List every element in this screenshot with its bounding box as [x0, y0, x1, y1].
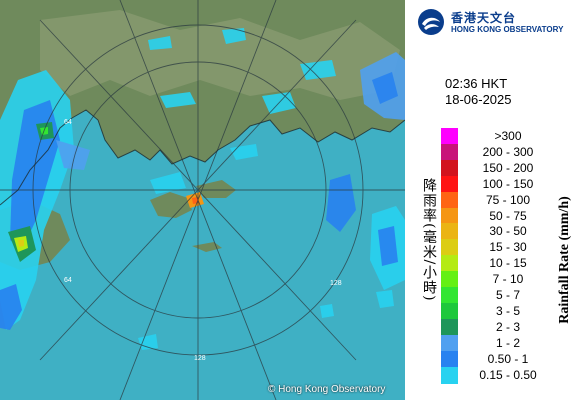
legend-swatch — [441, 271, 458, 289]
legend-label: >300 — [494, 129, 522, 143]
rain-echoes — [0, 28, 405, 350]
legend-item: 30 - 50 — [441, 223, 573, 241]
legend-label: 1 - 2 — [495, 335, 520, 350]
legend-label: 3 - 5 — [495, 303, 520, 318]
legend-item: 1 - 2 — [441, 334, 573, 352]
copyright-notice: © Hong Kong Observatory — [268, 384, 386, 395]
range-label-2: 64 — [64, 277, 72, 284]
legend-item: >300 — [441, 128, 573, 145]
legend-item: 100 - 150 — [441, 175, 573, 193]
legend-label: 75 - 100 — [485, 192, 531, 207]
legend-label: 150 - 200 — [482, 160, 534, 175]
legend-swatch — [441, 302, 458, 320]
hko-logo-icon — [418, 9, 444, 35]
land-hk-island — [196, 180, 236, 198]
legend-label: 10 - 15 — [489, 256, 527, 271]
side-panel: 香港天文台 HONG KONG OBSERVATORY 02:36 HKT 18… — [405, 0, 577, 400]
coastline — [0, 109, 405, 206]
legend-item: 10 - 15 — [441, 255, 573, 273]
legend-label: 100 - 150 — [482, 176, 534, 191]
legend-swatch — [441, 366, 458, 384]
legend-swatch — [441, 223, 458, 241]
legend-title-en-wrap: Rainfall Rate (mm/h) — [555, 175, 575, 345]
legend-label: 15 - 30 — [489, 240, 527, 255]
legend-item: 7 - 10 — [441, 271, 573, 289]
legend-title-en: Rainfall Rate (mm/h) — [557, 196, 572, 324]
legend-item: 5 - 7 — [441, 287, 573, 304]
legend-label: 0.15 - 0.50 — [479, 367, 537, 382]
legend-label: 5 - 7 — [495, 288, 520, 302]
hko-logo: 香港天文台 HONG KONG OBSERVATORY — [415, 6, 575, 38]
radar-date: 18-06-2025 — [445, 92, 512, 107]
org-name-cn: 香港天文台 — [451, 11, 517, 25]
org-name-en: HONG KONG OBSERVATORY — [451, 25, 564, 34]
radar-map: 64 64 128 128 © Hong Kong Observatory — [0, 0, 405, 400]
legend-item: 75 - 100 — [441, 191, 573, 209]
legend-swatch — [441, 207, 458, 225]
legend-label: 7 - 10 — [492, 272, 524, 287]
legend-swatch — [441, 255, 458, 273]
legend-swatch — [441, 159, 458, 177]
legend-swatch — [441, 175, 458, 193]
legend-label: 200 - 300 — [482, 144, 534, 159]
legend-item: 2 - 3 — [441, 318, 573, 336]
legend-swatch — [441, 191, 458, 209]
legend-label: 0.50 - 1 — [487, 351, 529, 366]
legend-label: 50 - 75 — [489, 208, 527, 223]
legend-item: 50 - 75 — [441, 207, 573, 225]
range-label-1: 64 — [64, 119, 72, 126]
legend-item: 3 - 5 — [441, 302, 573, 320]
legend-item: 0.50 - 1 — [441, 350, 573, 368]
legend-item: 15 - 30 — [441, 239, 573, 257]
radar-time: 02:36 HKT — [445, 76, 508, 91]
legend-swatch — [441, 128, 458, 145]
legend-swatch — [441, 143, 458, 161]
range-rings — [0, 0, 405, 400]
legend-swatch — [441, 318, 458, 336]
legend-label: 30 - 50 — [489, 224, 527, 239]
legend-item: 200 - 300 — [441, 143, 573, 161]
legend-item: 0.15 - 0.50 — [441, 366, 573, 384]
legend-swatch — [441, 287, 458, 304]
legend-item: 150 - 200 — [441, 159, 573, 177]
land-island-south — [192, 242, 222, 252]
legend-swatch — [441, 334, 458, 352]
legend-swatch — [441, 350, 458, 368]
legend-label: 2 - 3 — [495, 319, 520, 334]
range-label-4: 128 — [330, 280, 342, 287]
range-label-3: 128 — [194, 355, 206, 362]
land-lantau — [150, 192, 192, 218]
legend-title-cn: 降雨率(毫米/小時) — [421, 178, 437, 302]
legend-swatch — [441, 239, 458, 257]
radar-map-canvas: 64 64 128 128 — [0, 0, 405, 400]
